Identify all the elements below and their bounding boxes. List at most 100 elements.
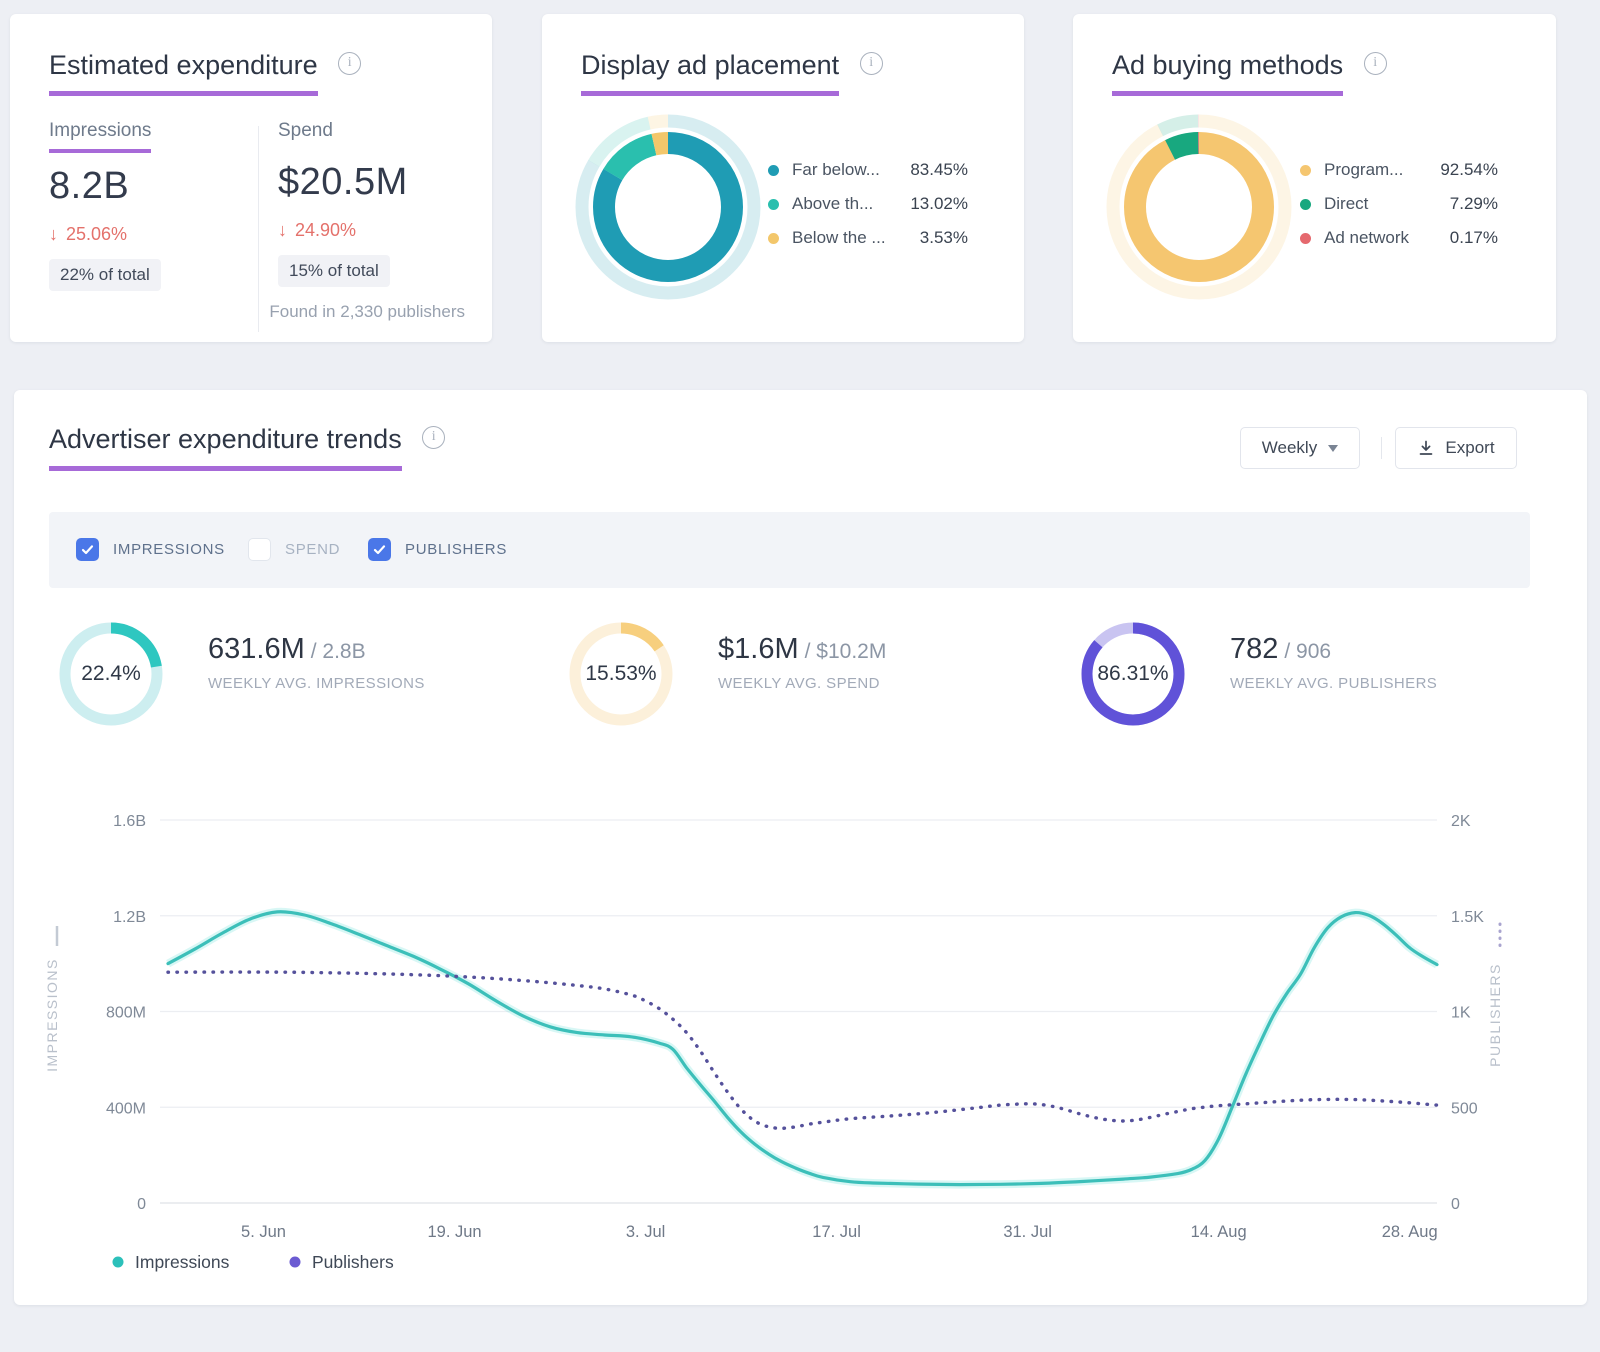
legend-dot-icon [1300,198,1311,210]
legend-dot-icon [768,164,779,176]
y-left-tick: 400M [106,1100,146,1117]
x-tick: 31. Jul [1003,1223,1052,1241]
weekly-avg-publishers-stat: 86.31% 782/ 906 WEEKLY AVG. PUBLISHERS [1081,622,1437,726]
legend-item: Below the ... 3.53% [768,228,968,248]
chart-legend-label: Publishers [312,1252,394,1272]
series-toggle-bar: IMPRESSIONS SPEND PUBLISHERS [49,512,1530,588]
chart-legend-label: Impressions [135,1252,230,1272]
spend-label: Spend [278,120,333,141]
legend-dot-icon [768,198,779,210]
impressions-progress-ring: 22.4% [59,622,163,726]
estimated-expenditure-card: Estimated expenditure i Impressions 8.2B… [10,14,492,342]
publishers-footnote: Found in 2,330 publishers [269,302,465,321]
y-left-axis-title: IMPRESSIONS [44,958,60,1072]
weekly-avg-impressions-stat: 22.4% 631.6M/ 2.8B WEEKLY AVG. IMPRESSIO… [59,622,425,726]
info-icon[interactable]: i [338,51,362,75]
stat-value: 631.6M [208,633,305,665]
spend-share-badge: 15% of total [278,255,390,287]
y-left-tick: 1.2B [113,909,146,926]
checkbox-icon [368,538,391,561]
x-tick: 3. Jul [626,1223,665,1241]
info-icon[interactable]: i [859,51,883,75]
x-tick: 28. Aug [1382,1223,1438,1241]
download-icon [1420,440,1433,455]
checkbox-icon [248,538,271,561]
spend-checkbox[interactable]: SPEND [248,538,340,561]
impressions-share-badge: 22% of total [49,259,161,291]
legend-item: Above th... 13.02% [768,194,968,214]
y-right-tick: 0 [1451,1196,1460,1213]
card-title-text: Estimated expenditure [49,50,318,96]
chart-legend-dot-icon [289,1256,301,1268]
impressions-label: Impressions [49,120,249,153]
stat-total: / 2.8B [310,640,366,663]
donut-segment [1124,132,1274,282]
stat-caption: WEEKLY AVG. SPEND [718,675,880,692]
down-arrow-icon: ↓ [278,220,287,240]
placement-donut-chart [575,114,761,300]
impressions-line [166,910,1439,1187]
legend-item: Ad network 0.17% [1300,228,1498,248]
donut-segment [1106,114,1292,300]
buying-donut-chart [1106,114,1292,300]
impressions-value: 8.2B [49,165,130,207]
impressions-line-glow [166,907,1439,1189]
stat-caption: WEEKLY AVG. PUBLISHERS [1230,675,1438,692]
donut-segment [1106,114,1292,300]
trend-line-chart: 0 0 400M 500 800M 1K 1.2B 1.5K 1.6B 2K 5. Jun 19. J… [44,813,1503,1272]
down-arrow-icon: ↓ [49,224,58,244]
donut-segment [593,132,743,282]
panel-title: Advertiser expenditure trends i [49,424,446,471]
header-divider [1381,437,1382,459]
legend-item: Direct 7.29% [1300,194,1498,214]
impressions-change: ↓ 25.06% [49,224,128,244]
stat-value: 782 [1230,633,1279,665]
spend-value: $20.5M [278,161,408,203]
ad-buying-methods-card: Ad buying methods i Program... 92.54% Di… [1073,14,1556,342]
donut-segment [593,132,743,282]
donut-segment [1124,132,1274,282]
x-tick: 19. Jun [427,1223,481,1241]
card-title: Estimated expenditure i [49,50,362,96]
weekly-avg-spend-stat: 15.53% $1.6M / $10.2M WEEKLY AVG. SPEND [569,622,886,726]
vertical-divider [258,126,259,332]
impressions-checkbox[interactable]: IMPRESSIONS [76,538,225,561]
publishers-progress-ring: 86.31% [1081,622,1185,726]
legend-item: Program... 92.54% [1300,160,1498,180]
donut-segment [1124,132,1274,282]
y-left-tick: 0 [137,1196,146,1213]
buying-legend: Program... 92.54% Direct 7.29% Ad networ… [1300,160,1498,262]
y-left-tick: 1.6B [113,813,146,830]
info-icon[interactable]: i [422,425,446,449]
placement-legend: Far below... 83.45% Above th... 13.02% B… [768,160,968,262]
x-tick: 14. Aug [1191,1223,1247,1241]
publishers-checkbox[interactable]: PUBLISHERS [368,538,507,561]
export-button[interactable]: Export [1395,427,1517,469]
y-right-tick: 1K [1451,1005,1471,1022]
ring-arc [59,622,163,726]
card-title: Display ad placement i [581,50,883,96]
spend-metric: Spend $20.5M ↓ 24.90% 15% of total [278,120,478,287]
y-right-tick: 500 [1451,1100,1478,1117]
ring-arc [569,622,673,726]
donut-segment [593,132,743,282]
chevron-down-icon [1328,445,1339,457]
checkbox-icon [76,538,99,561]
legend-dot-icon [1300,232,1311,244]
spend-progress-ring: 15.53% [569,622,673,726]
donut-segment [575,114,761,300]
chart-legend-dot-icon [112,1256,124,1268]
y-right-axis-title: PUBLISHERS [1487,963,1503,1067]
publishers-line [166,970,1439,1131]
legend-item: Far below... 83.45% [768,160,968,180]
x-tick: 5. Jun [241,1223,286,1241]
donut-segment [1106,114,1292,300]
y-left-tick: 800M [106,1005,146,1022]
granularity-dropdown[interactable]: Weekly [1240,427,1360,469]
y-right-tick: 1.5K [1451,909,1484,926]
info-icon[interactable]: i [1363,51,1387,75]
spend-change: ↓ 24.90% [278,220,357,240]
ring-arc [1081,622,1185,726]
y-right-tick: 2K [1451,813,1471,830]
